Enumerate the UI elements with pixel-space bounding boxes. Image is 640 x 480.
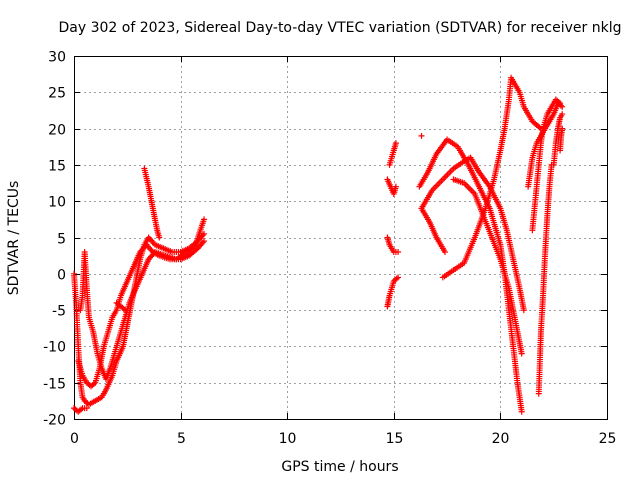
data-point bbox=[201, 230, 208, 237]
x-tick-label: 20 bbox=[492, 431, 510, 447]
data-point bbox=[441, 249, 448, 256]
x-tick-label: 5 bbox=[177, 431, 186, 447]
y-tick-label: 0 bbox=[57, 268, 66, 284]
y-tick-label: 5 bbox=[57, 232, 66, 248]
data-point bbox=[395, 249, 402, 256]
y-tick-labels: -20 -15 -10 -5 0 5 10 15 20 25 30 bbox=[43, 50, 66, 429]
x-axis-label: GPS time / hours bbox=[281, 459, 398, 475]
data-point bbox=[395, 274, 402, 281]
y-tick-label: 15 bbox=[48, 159, 66, 175]
x-tick-label: 0 bbox=[70, 431, 79, 447]
y-tick-label: 20 bbox=[48, 123, 66, 139]
data-point bbox=[518, 408, 525, 415]
data-point bbox=[392, 183, 399, 190]
y-axis-label: SDTVAR / TECUs bbox=[6, 181, 22, 296]
data-point bbox=[559, 103, 566, 110]
y-tick-label: 10 bbox=[48, 195, 66, 211]
data-point bbox=[520, 307, 527, 314]
data-point bbox=[201, 238, 208, 245]
data-point bbox=[518, 350, 525, 357]
data-point bbox=[418, 132, 425, 139]
y-tick-label: 30 bbox=[48, 50, 66, 66]
x-tick-label: 10 bbox=[279, 431, 297, 447]
x-tick-label: 15 bbox=[386, 431, 404, 447]
y-tick-label: -15 bbox=[43, 377, 66, 393]
data-point bbox=[156, 234, 163, 241]
data-point bbox=[557, 100, 564, 107]
y-tick-label: -20 bbox=[43, 413, 66, 429]
data-point bbox=[122, 307, 129, 314]
data-point bbox=[392, 140, 399, 147]
data-point bbox=[559, 111, 566, 118]
axis-ticks bbox=[74, 56, 608, 420]
grid bbox=[74, 56, 607, 419]
data-point bbox=[201, 216, 208, 223]
y-tick-label: -5 bbox=[52, 304, 66, 320]
data-point bbox=[83, 405, 90, 412]
chart-title: Day 302 of 2023, Sidereal Day-to-day VTE… bbox=[59, 20, 622, 36]
data-point bbox=[559, 125, 566, 132]
y-tick-label: -10 bbox=[43, 340, 66, 356]
x-tick-label: 25 bbox=[599, 431, 617, 447]
x-tick-labels: 0 5 10 15 20 25 bbox=[70, 431, 616, 447]
y-tick-label: 25 bbox=[48, 86, 66, 102]
data-points bbox=[71, 74, 566, 415]
